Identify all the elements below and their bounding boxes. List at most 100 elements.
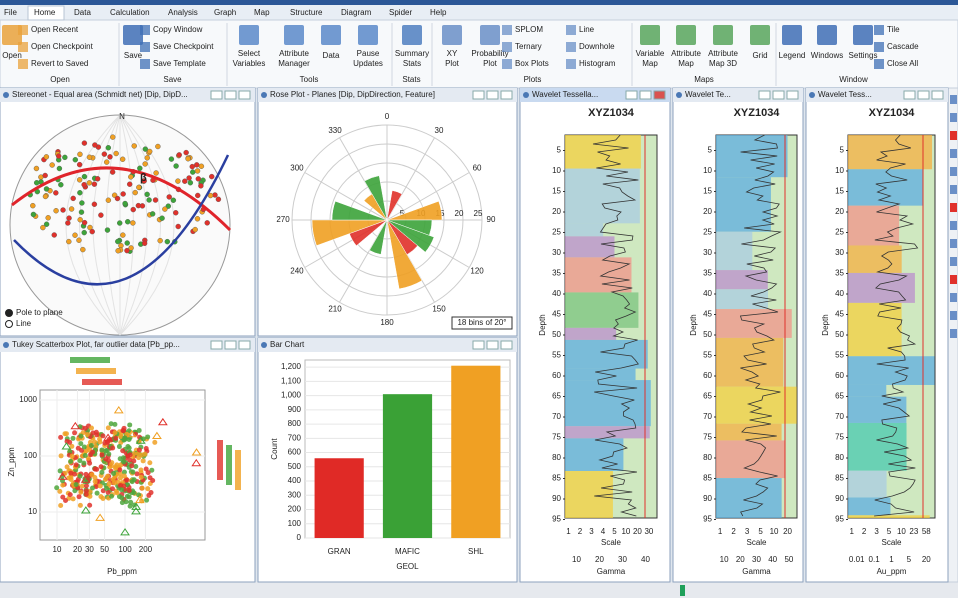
window-button[interactable]: [500, 90, 513, 100]
tool-icon[interactable]: [950, 167, 957, 176]
ribbon-button[interactable]: Summary Stats: [395, 49, 429, 68]
window-button[interactable]: [625, 90, 638, 100]
window-button[interactable]: [758, 90, 771, 100]
tool-icon[interactable]: [950, 275, 957, 284]
x-tick-label: 20: [595, 555, 604, 564]
ribbon-button[interactable]: XY Plot: [445, 49, 460, 68]
menu-tab[interactable]: Map: [254, 8, 270, 17]
ribbon-button[interactable]: Legend: [779, 51, 806, 60]
outlier-marker: [191, 448, 202, 456]
ribbon-button[interactable]: Variable Map: [636, 49, 665, 68]
ribbon-button[interactable]: Pause Updates: [353, 49, 383, 68]
ribbon-button[interactable]: Copy Window: [153, 25, 203, 34]
ribbon-button[interactable]: Data: [323, 51, 340, 60]
ribbon-button[interactable]: Attribute Map 3D: [708, 49, 738, 68]
tool-icon[interactable]: [950, 257, 957, 266]
tool-icon[interactable]: [950, 293, 957, 302]
wavelet-band: [716, 386, 797, 424]
panel-title-bar: [0, 88, 255, 102]
y-tick-label: 20: [552, 207, 561, 216]
tool-icon[interactable]: [950, 113, 957, 122]
ribbon-button[interactable]: Settings: [849, 51, 878, 60]
tool-icon[interactable]: [950, 203, 957, 212]
ribbon-button[interactable]: Revert to Saved: [31, 59, 88, 68]
ribbon-button[interactable]: Tile: [887, 25, 900, 34]
window-button[interactable]: [486, 90, 499, 100]
scatter-point: [128, 499, 134, 505]
scatter-point: [127, 457, 133, 463]
tool-icon[interactable]: [950, 221, 957, 230]
ribbon-button[interactable]: Downhole: [579, 42, 615, 51]
ribbon-button[interactable]: Probability Plot: [471, 49, 508, 68]
pole-point: [78, 209, 85, 215]
ribbon-button[interactable]: Ternary: [515, 42, 542, 51]
y-tick-label: 35: [703, 269, 712, 278]
note-box: [451, 316, 513, 330]
tool-icon[interactable]: [950, 239, 957, 248]
window-button[interactable]: [210, 340, 223, 350]
tool-icon[interactable]: [950, 185, 957, 194]
tool-icon[interactable]: [950, 95, 957, 104]
ribbon-button[interactable]: Box Plots: [515, 59, 549, 68]
ribbon-button[interactable]: Grid: [752, 51, 767, 60]
window-button[interactable]: [238, 340, 251, 350]
ribbon-button[interactable]: Save Template: [153, 59, 206, 68]
menu-tab[interactable]: Diagram: [341, 8, 372, 17]
bar: [314, 458, 364, 538]
status-bar: [0, 582, 958, 598]
window-button[interactable]: [786, 90, 799, 100]
menu-tab[interactable]: Spider: [389, 8, 412, 17]
window-button[interactable]: [772, 90, 785, 100]
menu-tab[interactable]: Graph: [214, 8, 236, 17]
tool-icon[interactable]: [950, 149, 957, 158]
ribbon-button[interactable]: SPLOM: [515, 25, 543, 34]
menu-tab[interactable]: Help: [430, 8, 447, 17]
ribbon-button[interactable]: Save Checkpoint: [153, 42, 214, 51]
window-button[interactable]: [224, 340, 237, 350]
tool-icon[interactable]: [950, 131, 957, 140]
pole-point: [109, 169, 116, 175]
pole-point: [42, 172, 48, 179]
label-line: Pause: [357, 49, 380, 58]
window-button[interactable]: [653, 90, 666, 100]
menu-tab[interactable]: Calculation: [110, 8, 150, 17]
scatter-point: [60, 494, 66, 500]
pole-point: [195, 176, 202, 182]
window-button[interactable]: [639, 90, 652, 100]
scatter-point: [126, 488, 132, 494]
window-button[interactable]: [931, 90, 944, 100]
window-button[interactable]: [210, 90, 223, 100]
menu-tab[interactable]: Home: [34, 8, 56, 17]
ribbon-button[interactable]: Attribute Map: [671, 49, 701, 68]
ribbon-button[interactable]: Select Variables: [233, 49, 266, 68]
ribbon-button[interactable]: Open: [2, 51, 22, 60]
pole-point: [81, 229, 87, 236]
ribbon-button[interactable]: Open Checkpoint: [31, 42, 94, 51]
wavelet-band: [848, 470, 887, 498]
window-button[interactable]: [472, 90, 485, 100]
ribbon-button[interactable]: Close All: [887, 59, 918, 68]
window-button[interactable]: [238, 90, 251, 100]
ribbon-button[interactable]: Cascade: [887, 42, 919, 51]
menu-tab[interactable]: Data: [74, 8, 91, 17]
window-button[interactable]: [472, 340, 485, 350]
y-tick-label: 85: [552, 474, 561, 483]
ribbon-button[interactable]: Open Recent: [31, 25, 79, 34]
menu-tab[interactable]: Structure: [290, 8, 323, 17]
window-button[interactable]: [903, 90, 916, 100]
window-button[interactable]: [500, 340, 513, 350]
ribbon-button[interactable]: Histogram: [579, 59, 616, 68]
group-label: Window: [839, 75, 868, 84]
x-tick-label: 40: [768, 555, 777, 564]
ribbon-button[interactable]: Windows: [811, 51, 843, 60]
menu-tab[interactable]: Analysis: [168, 8, 198, 17]
window-button[interactable]: [917, 90, 930, 100]
ribbon-button[interactable]: Line: [579, 25, 595, 34]
window-button[interactable]: [486, 340, 499, 350]
menu-tab[interactable]: File: [4, 8, 17, 17]
tool-icon[interactable]: [950, 329, 957, 338]
ribbon-button[interactable]: Attribute Manager: [278, 49, 310, 68]
window-button[interactable]: [224, 90, 237, 100]
tool-icon[interactable]: [950, 311, 957, 320]
ribbon-button[interactable]: Save: [124, 51, 143, 60]
